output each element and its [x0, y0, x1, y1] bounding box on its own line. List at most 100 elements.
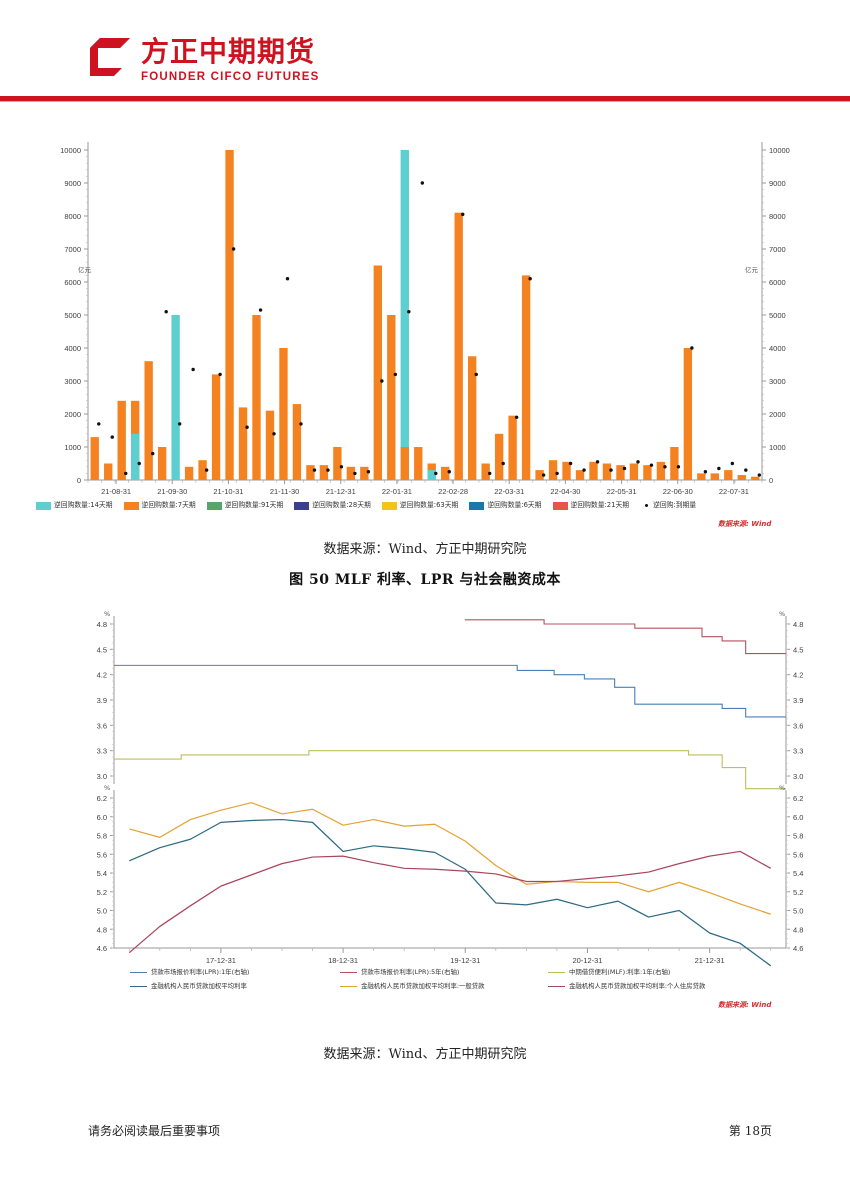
legend-item-label: 逆回购数量:14天期 [54, 501, 113, 509]
svg-text:3000: 3000 [64, 377, 81, 386]
svg-text:9000: 9000 [64, 179, 81, 188]
legend-item[interactable]: 逆回购数量:63天期 [381, 501, 459, 510]
page-header: 方正中期期货 FOUNDER CIFCO FUTURES [0, 0, 850, 104]
svg-text:5000: 5000 [769, 311, 786, 320]
legend-item[interactable]: 逆回购数量:14天期 [36, 501, 113, 510]
svg-text:22-05-31: 22-05-31 [607, 487, 637, 496]
legend-item-label: 逆回购数量:6天期 [487, 501, 542, 509]
svg-text:5000: 5000 [64, 311, 81, 320]
svg-text:3.9: 3.9 [793, 696, 803, 705]
legend-item[interactable]: 逆回购数量:21天期 [552, 501, 630, 510]
svg-text:6.2: 6.2 [793, 794, 803, 803]
svg-text:4.5: 4.5 [793, 645, 803, 654]
legend-item[interactable]: 逆回购:到期量 [640, 501, 696, 510]
legend-color-swatch [36, 501, 51, 510]
svg-text:19-12-31: 19-12-31 [450, 956, 480, 965]
svg-text:4.8: 4.8 [793, 620, 803, 629]
legend-item[interactable]: 金融机构人民币贷款加权平均利率:个人住房贷款 [548, 982, 705, 991]
legend-line-marker [340, 986, 357, 987]
svg-text:5.4: 5.4 [97, 869, 107, 878]
footer-page-number: 第 18页 [728, 1124, 772, 1138]
svg-text:4.5: 4.5 [97, 645, 107, 654]
svg-text:21-11-30: 21-11-30 [270, 487, 299, 496]
figure-50-title: 图 50 MLF 利率、LPR 与社会融资成本 [289, 572, 561, 588]
svg-text:18-12-31: 18-12-31 [328, 956, 358, 965]
svg-text:6000: 6000 [64, 278, 81, 287]
svg-text:0: 0 [77, 476, 81, 485]
repo-volume-bar-chart: 亿元 亿元 0 0 1000 1000 2000 2000 3000 3000 4000 4000… [0, 128, 850, 528]
bar-chart-legend: 逆回购数量:14天期 逆回购数量:7天期 逆回购数量:91天期 逆回购数量:28天期 逆… [36, 501, 707, 510]
svg-text:5.0: 5.0 [97, 907, 107, 916]
legend-item[interactable]: 金融机构人民币贷款加权平均利率:一般贷款 [340, 982, 485, 991]
svg-text:4000: 4000 [769, 344, 786, 353]
legend-item[interactable]: 逆回购数量:28天期 [294, 501, 371, 510]
svg-text:3.3: 3.3 [97, 747, 107, 756]
company-name-cn: 方正中期期货 [141, 35, 316, 68]
figure-49-source-note: 数据来源: Wind [718, 520, 772, 528]
legend-item-label: 逆回购数量:28天期 [312, 501, 371, 509]
legend-item[interactable]: 中期借贷便利(MLF):利率:1年(右轴) [548, 968, 670, 977]
legend-item-label: 逆回购数量:21天期 [570, 501, 630, 509]
svg-text:8000: 8000 [64, 212, 81, 221]
svg-text:0: 0 [769, 476, 773, 485]
svg-text:5.8: 5.8 [97, 832, 107, 841]
legend-item-label: 逆回购:到期量 [653, 501, 697, 509]
legend-item[interactable]: 逆回购数量:91天期 [206, 501, 283, 510]
legend-item[interactable]: 逆回购数量:7天期 [123, 501, 196, 510]
svg-text:21-09-30: 21-09-30 [157, 487, 187, 496]
legend-item-label: 贷款市场报价利率(LPR):1年(右轴) [151, 968, 250, 976]
svg-text:22-06-30: 22-06-30 [663, 487, 693, 496]
legend-line-marker [340, 972, 357, 973]
svg-text:22-07-31: 22-07-31 [719, 487, 749, 496]
legend-item-label: 逆回购数量:63天期 [399, 501, 459, 509]
svg-text:10000: 10000 [60, 146, 81, 155]
svg-text:20-12-31: 20-12-31 [572, 956, 602, 965]
legend-item[interactable]: 贷款市场报价利率(LPR):5年(右轴) [340, 968, 459, 977]
svg-text:3.0: 3.0 [97, 772, 107, 781]
legend-item[interactable]: 金融机构人民币贷款加权平均利率 [130, 982, 247, 991]
logo-mark-icon [88, 36, 132, 80]
svg-text:22-01-31: 22-01-31 [382, 487, 412, 496]
svg-text:2000: 2000 [769, 410, 786, 419]
svg-text:22-02-28: 22-02-28 [438, 487, 468, 496]
svg-text:4.6: 4.6 [793, 944, 803, 953]
legend-item[interactable]: 贷款市场报价利率(LPR):1年(右轴) [130, 968, 249, 977]
svg-text:21-12-31: 21-12-31 [695, 956, 725, 965]
legend-color-swatch [552, 501, 568, 510]
svg-text:4.2: 4.2 [97, 671, 107, 680]
legend-item-label: 金融机构人民币贷款加权平均利率:一般贷款 [361, 982, 485, 990]
legend-item-label: 中期借贷便利(MLF):利率:1年(右轴) [569, 968, 671, 976]
legend-item-label: 金融机构人民币贷款加权平均利率:个人住房贷款 [569, 982, 706, 990]
svg-text:5.0: 5.0 [793, 907, 803, 916]
svg-text:5.2: 5.2 [97, 888, 107, 897]
y-unit-bottom-right: % [779, 784, 786, 792]
svg-text:8000: 8000 [769, 212, 786, 221]
svg-text:9000: 9000 [769, 179, 786, 188]
legend-color-swatch [469, 501, 485, 510]
line-chart-canvas: 3.0 3.0 3.3 3.3 3.6 3.6 3.9 3.9 4.2 4.2 4.5 4.5 4.8 4… [97, 616, 803, 967]
svg-text:5.6: 5.6 [97, 850, 107, 859]
svg-text:5.6: 5.6 [793, 850, 803, 859]
svg-text:6.2: 6.2 [97, 794, 107, 803]
legend-item[interactable]: 逆回购数量:6天期 [469, 501, 542, 510]
legend-color-swatch [123, 501, 139, 510]
svg-text:3.6: 3.6 [793, 721, 803, 730]
svg-text:22-03-31: 22-03-31 [494, 487, 524, 496]
svg-text:3.6: 3.6 [97, 721, 107, 730]
svg-text:4.8: 4.8 [97, 925, 107, 934]
line-chart-legend: 贷款市场报价利率(LPR):1年(右轴) 贷款市场报价利率(LPR):5年(右轴)… [130, 968, 790, 998]
svg-text:5.8: 5.8 [793, 832, 803, 841]
mlf-lpr-line-chart: % % % % 3.0 3.0 3.3 3.3 3.6 3.6 3.9 3.9 4.2 4.2 4.… [0, 606, 850, 967]
svg-text:7000: 7000 [769, 245, 786, 254]
svg-text:21-08-31: 21-08-31 [101, 487, 131, 496]
svg-text:4.8: 4.8 [793, 925, 803, 934]
svg-text:1000: 1000 [769, 443, 786, 452]
svg-text:21-12-31: 21-12-31 [326, 487, 356, 496]
legend-item-label: 贷款市场报价利率(LPR):5年(右轴) [361, 968, 460, 976]
figure-50-caption: 数据来源：Wind、方正中期研究院 [323, 1047, 527, 1062]
svg-text:5.2: 5.2 [793, 888, 803, 897]
legend-color-swatch [206, 501, 222, 510]
company-name-en: FOUNDER CIFCO FUTURES [141, 71, 320, 83]
svg-text:4.6: 4.6 [97, 944, 107, 953]
